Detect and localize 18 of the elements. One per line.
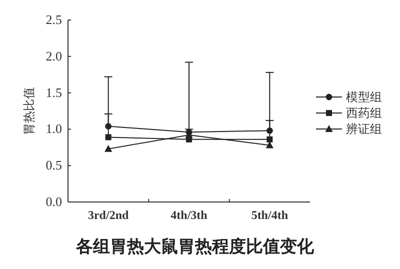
text: 各组胃热大鼠胃热程度比值变化 (75, 237, 315, 256)
x-tick-label: 4th/3th (170, 208, 208, 222)
y-tick-label: 2.5 (46, 12, 62, 27)
legend-label: 西药组 (346, 106, 382, 120)
point (266, 136, 273, 142)
point (105, 134, 112, 140)
x-tick-label: 3rd/2nd (88, 208, 129, 222)
y-tick-label: 0.5 (46, 158, 62, 173)
point (266, 141, 274, 148)
y-tick-label: 0.0 (46, 194, 62, 209)
y-tick-label: 2.0 (46, 48, 62, 64)
y-tick-label: 1.0 (46, 121, 62, 136)
legend-label: 辨证组 (346, 122, 382, 136)
point (104, 144, 112, 152)
legend-label: 模型组 (346, 90, 382, 104)
y-tick-label: 1.5 (46, 84, 62, 100)
x-tick-label: 5th/4th (251, 208, 288, 222)
y-axis-title: 胃热比值 (22, 87, 36, 135)
